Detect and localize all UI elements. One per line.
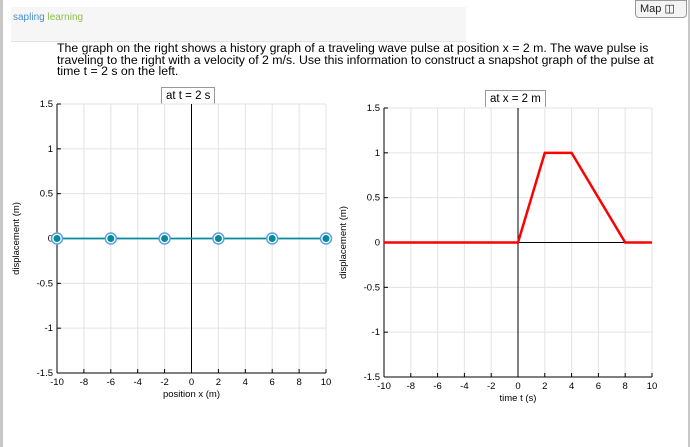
y-tick-label: 0 [375, 238, 380, 249]
y-tick-label: 1 [375, 148, 380, 159]
map-label: Map [640, 3, 662, 15]
x-tick-label: 2 [216, 377, 221, 388]
y-tick-label: -1.5 [37, 368, 53, 379]
sitemap-icon: ◫ [664, 3, 675, 15]
x-tick-label: -8 [407, 381, 415, 392]
header-banner [11, 7, 466, 42]
y-tick-label: -0.5 [37, 278, 53, 289]
y-tick-label: 0.5 [367, 193, 380, 204]
x-tick-label: 8 [296, 377, 301, 388]
logo-text: sapling [13, 12, 45, 23]
draggable-point[interactable] [268, 235, 276, 242]
draggable-point[interactable] [107, 235, 115, 242]
y-tick-label: -0.5 [364, 282, 380, 293]
y-tick-label: 0.5 [40, 189, 53, 200]
x-tick-label: -2 [160, 377, 168, 388]
y-axis-label: displacement (m) [338, 206, 349, 279]
draggable-point[interactable] [322, 235, 330, 242]
y-tick-label: 0 [48, 234, 53, 245]
x-tick-label: 4 [243, 377, 248, 388]
x-tick-label: 8 [623, 381, 628, 392]
y-tick-label: 1.5 [40, 99, 53, 110]
x-tick-label: -2 [487, 381, 495, 392]
x-tick-label: -10 [377, 381, 391, 392]
map-button[interactable]: Map ◫ [635, 0, 687, 18]
y-axis-label: displacement (m) [11, 202, 22, 275]
chart-left-title: at t = 2 s [161, 87, 216, 104]
logo-text-2: learning [47, 12, 84, 23]
x-tick-label: -8 [80, 377, 88, 388]
x-tick-label: 6 [270, 377, 275, 388]
x-tick-label: 2 [542, 381, 547, 392]
x-tick-label: -4 [133, 377, 141, 388]
x-axis-label: time t (s) [500, 393, 537, 404]
y-tick-label: -1 [45, 323, 53, 334]
question-prompt: The graph on the right shows a history g… [57, 41, 654, 78]
x-tick-label: 0 [515, 381, 520, 392]
x-tick-label: -10 [50, 377, 64, 388]
y-tick-label: 1 [48, 144, 53, 155]
x-tick-label: 4 [569, 381, 574, 392]
y-tick-label: 1.5 [367, 103, 380, 114]
x-tick-label: 0 [189, 377, 194, 388]
x-axis-label: position x (m) [163, 389, 220, 400]
x-tick-label: 10 [647, 381, 658, 392]
x-tick-label: 10 [321, 377, 332, 388]
chart-right-title: at x = 2 m [485, 90, 546, 107]
x-tick-label: 6 [596, 381, 601, 392]
draggable-point[interactable] [53, 235, 61, 242]
y-tick-label: -1.5 [364, 372, 380, 383]
x-tick-label: -6 [107, 377, 115, 388]
sapling-logo: sapling learning [13, 12, 83, 23]
y-tick-label: -1 [372, 327, 380, 338]
x-tick-label: -4 [460, 381, 468, 392]
x-tick-label: -6 [433, 381, 441, 392]
series-line [384, 151, 652, 244]
draggable-point[interactable] [161, 235, 169, 242]
charts: -10 -8 -6 -4 -2 0 2 4 6 8 101.510.50-0.5-1-1.5posi… [11, 99, 658, 404]
draggable-point[interactable] [214, 235, 222, 242]
